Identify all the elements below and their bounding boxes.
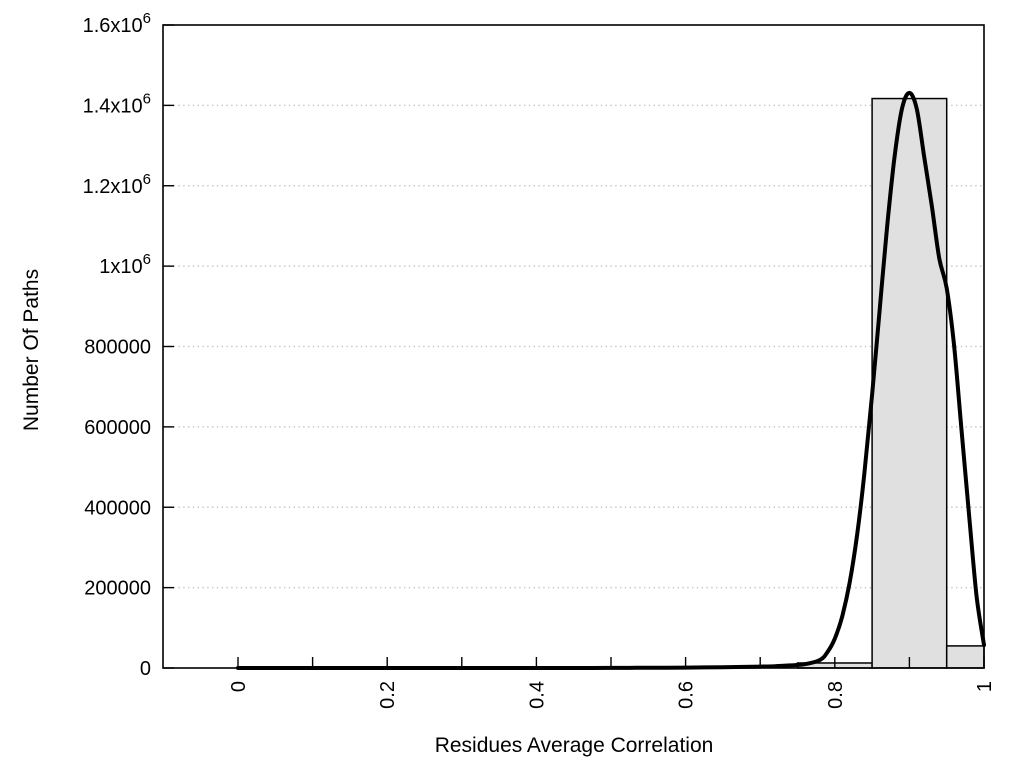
- y-tick-label: 200000: [84, 578, 151, 600]
- x-tick-label: 0.2: [377, 681, 399, 709]
- x-tick-label: 0.4: [526, 681, 548, 709]
- y-tick-label: 1x106: [99, 251, 151, 278]
- y-tick-label: 1.2x106: [83, 171, 151, 198]
- y-tick-label: 1.4x106: [83, 90, 151, 117]
- x-tick-label: 0.8: [825, 681, 847, 709]
- y-tick-label: 600000: [84, 417, 151, 439]
- y-axis-title: Number Of Paths: [20, 268, 43, 432]
- x-tick-label: 1: [974, 681, 996, 692]
- x-tick-label: 0.6: [676, 681, 698, 709]
- x-axis-title: Residues Average Correlation: [434, 734, 714, 757]
- histogram-bar: [945, 645, 985, 669]
- y-tick-label: 1.6x106: [83, 10, 151, 37]
- y-tick-label: 400000: [84, 497, 151, 519]
- y-tick-label: 800000: [84, 337, 151, 359]
- histogram-bar: [871, 97, 948, 669]
- x-tick-label: 0: [228, 681, 250, 692]
- y-tick-label: 0: [140, 658, 151, 680]
